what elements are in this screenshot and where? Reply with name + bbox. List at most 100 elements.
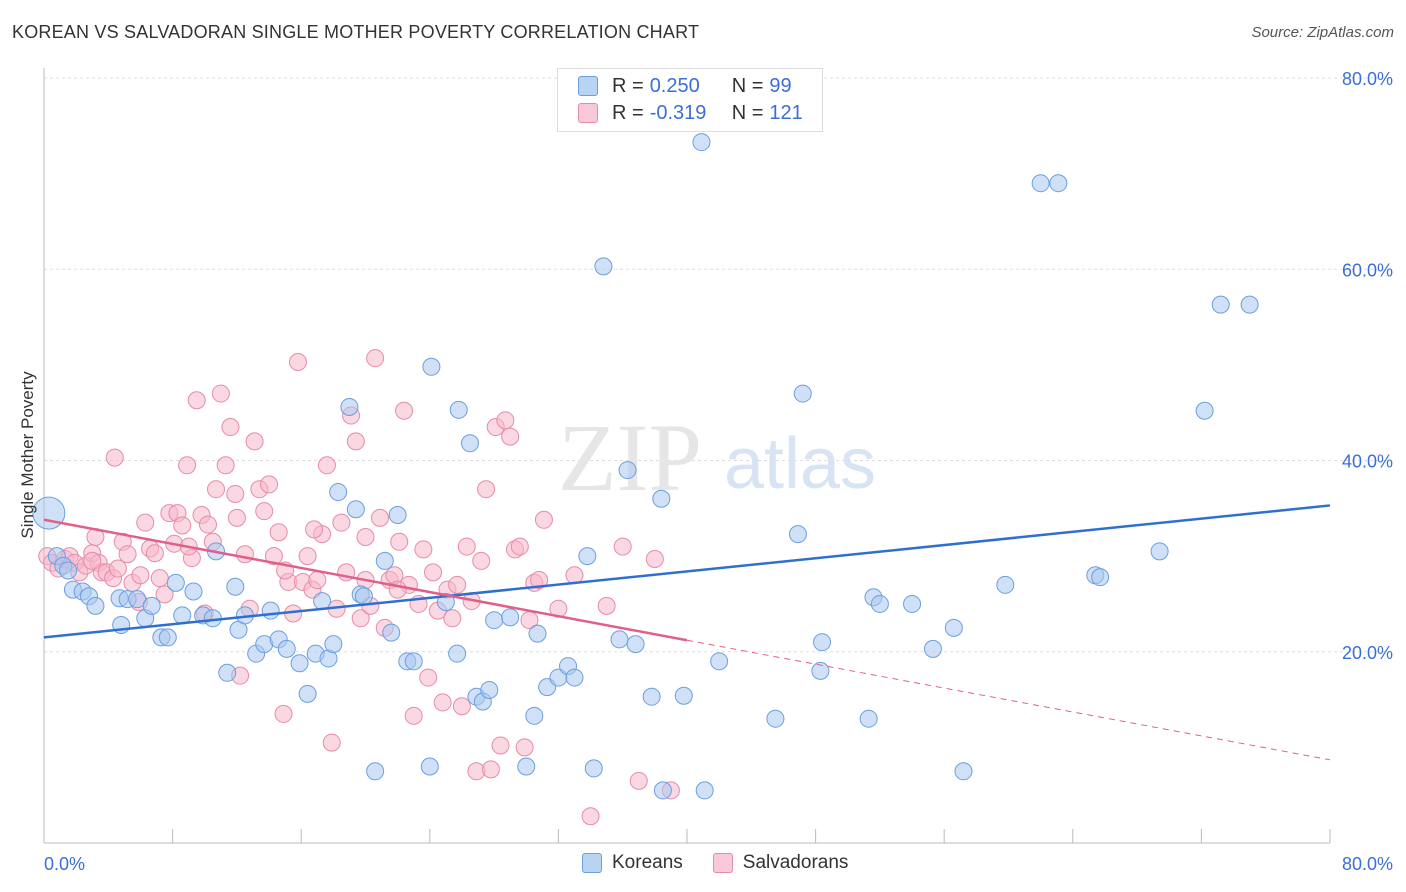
x-tick-label-min: 0.0%: [44, 854, 85, 874]
salvadoran-point: [198, 515, 217, 534]
correlation-legend: R = 0.250 N = 99 R = -0.319 N = 121: [557, 68, 823, 132]
koreans-swatch: [578, 76, 598, 96]
salvadoran-point: [534, 510, 553, 529]
korean-point: [218, 663, 237, 682]
source-label: Source: ZipAtlas.com: [1251, 24, 1394, 41]
legend-row-salvadorans: R = -0.319 N = 121: [578, 100, 803, 126]
salvadoran-point: [83, 551, 102, 570]
korean-point: [460, 434, 479, 453]
korean-point: [226, 577, 245, 596]
korean-point: [996, 575, 1015, 594]
salvadoran-point: [501, 427, 520, 446]
salvadoran-point: [211, 384, 230, 403]
salvadoran-point: [274, 704, 293, 723]
korean-point: [692, 133, 711, 152]
salvadoran-point: [187, 391, 206, 410]
salvadoran-point: [581, 807, 600, 826]
r-value: -0.319: [649, 101, 707, 124]
korean-point: [565, 668, 584, 687]
axes: [43, 68, 1331, 844]
salvadoran-point: [404, 706, 423, 725]
salvadoran-point: [510, 537, 529, 556]
salvadoran-point: [264, 547, 283, 566]
korean-point: [1211, 295, 1230, 314]
grid-lines: [44, 77, 1393, 653]
salvadoran-point: [227, 508, 246, 527]
salvadoran-point: [356, 528, 375, 546]
watermark: ZIP atlas: [558, 404, 876, 511]
salvadoran-point: [370, 508, 389, 527]
korean-point: [501, 608, 520, 627]
korean-point: [346, 500, 365, 519]
korean-point: [382, 623, 401, 642]
korean-point: [584, 759, 603, 778]
salvadoran-point: [613, 537, 632, 556]
salvadoran-point: [269, 523, 288, 542]
salvadoran-point: [260, 475, 279, 494]
korean-point: [813, 633, 832, 652]
korean-point: [653, 781, 672, 800]
korean-point: [903, 594, 922, 613]
korean-point: [485, 611, 504, 630]
salvadoran-point: [346, 432, 365, 451]
korean-point: [1150, 542, 1169, 561]
salvadoran-point: [388, 580, 407, 599]
salvadoran-point: [145, 544, 164, 563]
salvadoran-point: [155, 585, 174, 604]
korean-point: [594, 257, 613, 276]
salvadoran-point: [351, 609, 370, 628]
salvadoran-point: [298, 547, 317, 566]
salvadoran-point: [173, 516, 192, 535]
salvadoran-point: [515, 738, 534, 757]
salvadorans-swatch: [712, 853, 733, 873]
legend-item-koreans[interactable]: Koreans: [582, 852, 683, 874]
salvadoran-point: [452, 697, 471, 716]
korean-point: [517, 757, 536, 776]
korean-point: [626, 635, 645, 654]
watermark-atlas: atlas: [724, 424, 876, 504]
salvadoran-point: [150, 569, 169, 588]
korean-point: [388, 506, 407, 525]
salvadoran-point: [216, 456, 235, 475]
salvadoran-point: [322, 733, 341, 752]
koreans-swatch: [582, 853, 602, 873]
salvadoran-point: [491, 736, 510, 755]
korean-point: [1195, 401, 1214, 420]
korean-point: [870, 594, 889, 613]
salvadoran-point: [472, 551, 491, 570]
y-tick-labels: 20.0% 40.0% 60.0% 80.0%: [1342, 69, 1393, 663]
korean-point: [142, 596, 161, 615]
salvadoran-point: [366, 349, 385, 368]
n-label: N =: [731, 74, 764, 97]
salvadoran-point: [530, 571, 549, 590]
korean-point: [923, 639, 942, 658]
korean-point: [59, 561, 78, 580]
legend-row-koreans: R = 0.250 N = 99: [578, 73, 792, 99]
korean-point: [642, 687, 661, 706]
korean-point: [290, 654, 309, 673]
y-tick-label: 60.0%: [1342, 260, 1393, 280]
salvadoran-point: [629, 771, 648, 790]
korean-point: [525, 706, 544, 725]
salvadoran-point: [481, 760, 500, 779]
korean-point: [710, 652, 729, 671]
salvadoran-point: [305, 520, 324, 539]
korean-point: [449, 400, 468, 419]
korean-point: [354, 587, 373, 606]
chart-title: KOREAN VS SALVADORAN SINGLE MOTHER POVER…: [12, 22, 700, 42]
watermark-zip: ZIP: [558, 404, 702, 511]
n-label: N =: [731, 101, 764, 124]
korean-point: [1031, 174, 1050, 193]
salvadoran-point: [118, 545, 137, 564]
korean-point: [375, 551, 394, 570]
legend-label-koreans: Koreans: [612, 852, 683, 873]
korean-point: [695, 781, 714, 800]
salvadoran-point: [255, 502, 274, 521]
salvadoran-point: [235, 545, 254, 564]
korean-point: [261, 601, 280, 620]
korean-point: [793, 384, 812, 403]
salvadoran-point: [207, 480, 226, 499]
x-tick-label-max: 80.0%: [1342, 854, 1393, 874]
korean-point: [1049, 174, 1068, 193]
legend-item-salvadorans[interactable]: Salvadorans: [712, 852, 848, 874]
